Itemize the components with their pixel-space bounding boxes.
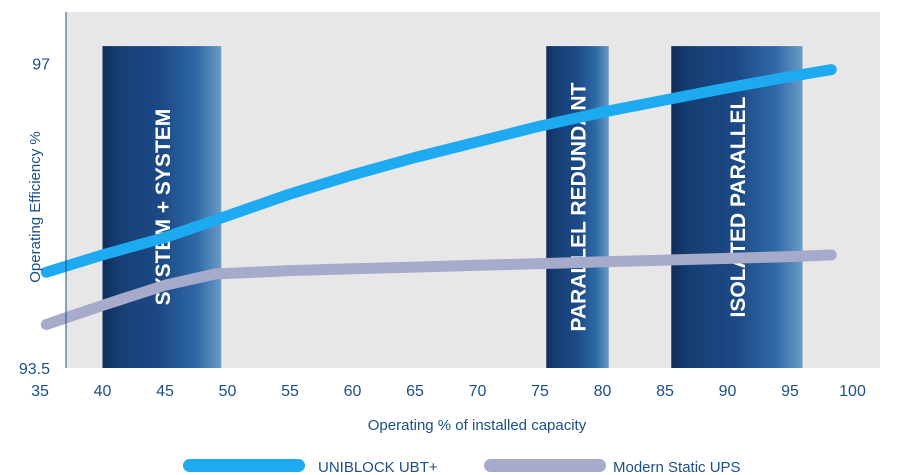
y-tick-label: 97 (32, 57, 50, 74)
x-tick-label: 60 (344, 383, 362, 400)
x-tick-label: 75 (531, 383, 549, 400)
band-0 (102, 46, 222, 368)
legend-label-uniblock: UNIBLOCK UBT+ (318, 459, 438, 475)
band-label-0: SYSTEM + SYSTEM (152, 109, 175, 306)
band-label-2: ISOLATED PARALLEL (727, 96, 750, 317)
x-tick-label: 70 (469, 383, 487, 400)
x-tick-label: 95 (781, 383, 799, 400)
x-tick-label: 90 (719, 383, 737, 400)
x-tick-label: 40 (94, 383, 112, 400)
y-axis-title: Operating Efficiency % (27, 131, 44, 282)
legend-swatch-uniblock (183, 459, 305, 472)
legend-swatch-static-ups (484, 459, 606, 472)
band-label-1: PARALLEL REDUNDANT (568, 82, 591, 331)
x-tick-label: 55 (281, 383, 299, 400)
legend: UNIBLOCK UBT+ Modern Static UPS (183, 459, 741, 475)
x-tick-label: 85 (656, 383, 674, 400)
x-tick-label: 35 (31, 383, 49, 400)
x-tick-label: 100 (839, 383, 866, 400)
series-line-1 (40, 249, 837, 330)
x-tick-label: 50 (219, 383, 237, 400)
x-tick-label: 65 (406, 383, 424, 400)
x-tick-label: 80 (594, 383, 612, 400)
y-tick-label: 93.5 (19, 361, 50, 378)
x-axis-title: Operating % of installed capacity (368, 417, 587, 434)
x-tick-label: 45 (156, 383, 174, 400)
series-line-0 (40, 64, 837, 278)
legend-label-static-ups: Modern Static UPS (613, 459, 741, 475)
band-1 (546, 46, 609, 368)
